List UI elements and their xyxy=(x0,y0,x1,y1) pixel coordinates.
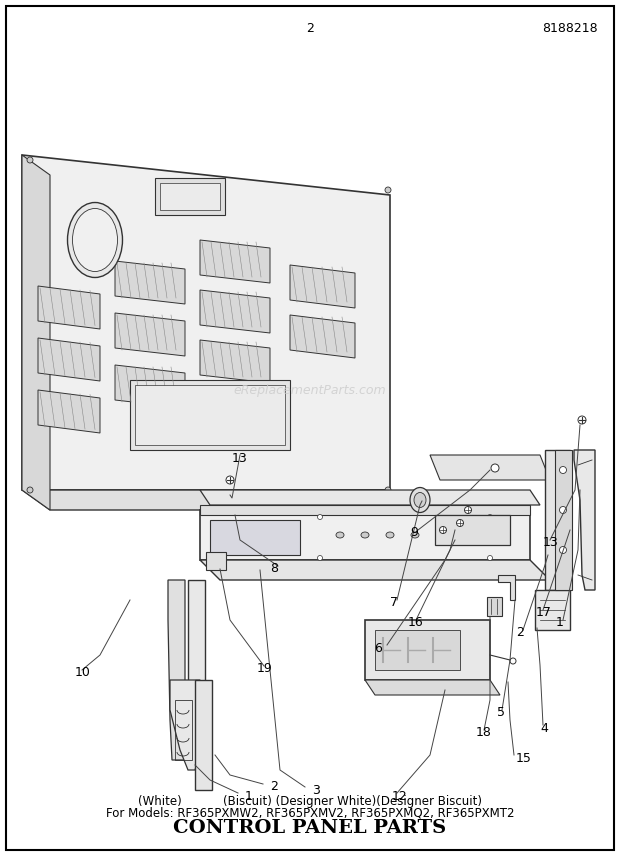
Polygon shape xyxy=(435,515,510,545)
Text: 1: 1 xyxy=(245,789,253,803)
Text: 18: 18 xyxy=(476,727,492,740)
Text: 7: 7 xyxy=(390,596,398,609)
Text: 13: 13 xyxy=(232,451,248,465)
Ellipse shape xyxy=(411,532,419,538)
Text: 6: 6 xyxy=(374,641,382,655)
Circle shape xyxy=(27,487,33,493)
Polygon shape xyxy=(130,380,290,450)
Polygon shape xyxy=(160,183,220,210)
Polygon shape xyxy=(210,520,300,555)
Polygon shape xyxy=(135,385,285,445)
Circle shape xyxy=(456,520,464,526)
Polygon shape xyxy=(430,455,550,480)
Text: 2: 2 xyxy=(306,21,314,34)
Circle shape xyxy=(559,546,567,554)
Polygon shape xyxy=(170,680,205,770)
Circle shape xyxy=(317,514,322,520)
Text: 19: 19 xyxy=(257,663,273,675)
Polygon shape xyxy=(22,155,50,510)
Polygon shape xyxy=(115,313,185,356)
Circle shape xyxy=(385,487,391,493)
Circle shape xyxy=(487,514,492,520)
Text: 2: 2 xyxy=(516,627,524,639)
Text: 16: 16 xyxy=(408,615,423,628)
Circle shape xyxy=(317,556,322,561)
Polygon shape xyxy=(535,590,570,630)
Text: 4: 4 xyxy=(540,722,548,734)
Circle shape xyxy=(487,556,492,561)
Text: CONTROL PANEL PARTS: CONTROL PANEL PARTS xyxy=(174,819,446,837)
Polygon shape xyxy=(38,390,100,433)
Polygon shape xyxy=(168,580,185,760)
Circle shape xyxy=(559,467,567,473)
Ellipse shape xyxy=(73,209,118,271)
Circle shape xyxy=(578,416,586,424)
Text: 3: 3 xyxy=(312,783,320,796)
Polygon shape xyxy=(200,290,270,333)
Polygon shape xyxy=(22,490,420,510)
Ellipse shape xyxy=(68,203,123,277)
Polygon shape xyxy=(200,340,270,383)
Polygon shape xyxy=(487,597,502,616)
Polygon shape xyxy=(115,365,185,408)
Text: eReplacementParts.com: eReplacementParts.com xyxy=(234,383,386,396)
Ellipse shape xyxy=(336,532,344,538)
Text: 5: 5 xyxy=(497,706,505,720)
Circle shape xyxy=(491,464,499,472)
Ellipse shape xyxy=(386,532,394,538)
Text: 10: 10 xyxy=(75,667,91,680)
Polygon shape xyxy=(115,261,185,304)
Polygon shape xyxy=(200,560,550,580)
Text: 17: 17 xyxy=(536,607,552,620)
Ellipse shape xyxy=(410,488,430,513)
Text: 12: 12 xyxy=(392,789,408,803)
Polygon shape xyxy=(206,552,226,570)
Text: For Models: RF365PXMW2, RF365PXMV2, RF365PXMQ2, RF365PXMT2: For Models: RF365PXMW2, RF365PXMV2, RF36… xyxy=(106,806,514,819)
Polygon shape xyxy=(38,286,100,329)
Circle shape xyxy=(226,476,234,484)
Polygon shape xyxy=(574,450,595,590)
Polygon shape xyxy=(155,178,225,215)
Polygon shape xyxy=(200,490,540,505)
Circle shape xyxy=(510,658,516,664)
Text: 15: 15 xyxy=(516,752,532,764)
Polygon shape xyxy=(555,450,572,590)
Polygon shape xyxy=(375,630,460,670)
Polygon shape xyxy=(290,265,355,308)
Polygon shape xyxy=(365,620,490,680)
Polygon shape xyxy=(195,680,212,790)
Circle shape xyxy=(440,526,446,533)
Circle shape xyxy=(27,157,33,163)
Polygon shape xyxy=(200,505,530,515)
Polygon shape xyxy=(545,450,570,590)
Text: 8: 8 xyxy=(270,562,278,575)
Polygon shape xyxy=(498,575,515,600)
Polygon shape xyxy=(22,155,390,490)
Circle shape xyxy=(385,187,391,193)
Polygon shape xyxy=(365,680,500,695)
Text: 9: 9 xyxy=(410,526,418,539)
Polygon shape xyxy=(200,240,270,283)
Polygon shape xyxy=(188,580,205,760)
Text: 13: 13 xyxy=(543,537,559,550)
Text: 8188218: 8188218 xyxy=(542,21,598,34)
Polygon shape xyxy=(38,338,100,381)
Text: (White)           (Biscuit) (Designer White)(Designer Biscuit): (White) (Biscuit) (Designer White)(Desig… xyxy=(138,794,482,807)
Polygon shape xyxy=(200,510,530,560)
Text: 1: 1 xyxy=(556,616,564,629)
Circle shape xyxy=(464,507,471,514)
Ellipse shape xyxy=(414,492,426,508)
Ellipse shape xyxy=(361,532,369,538)
Circle shape xyxy=(559,507,567,514)
Text: 2: 2 xyxy=(270,781,278,794)
Polygon shape xyxy=(290,315,355,358)
